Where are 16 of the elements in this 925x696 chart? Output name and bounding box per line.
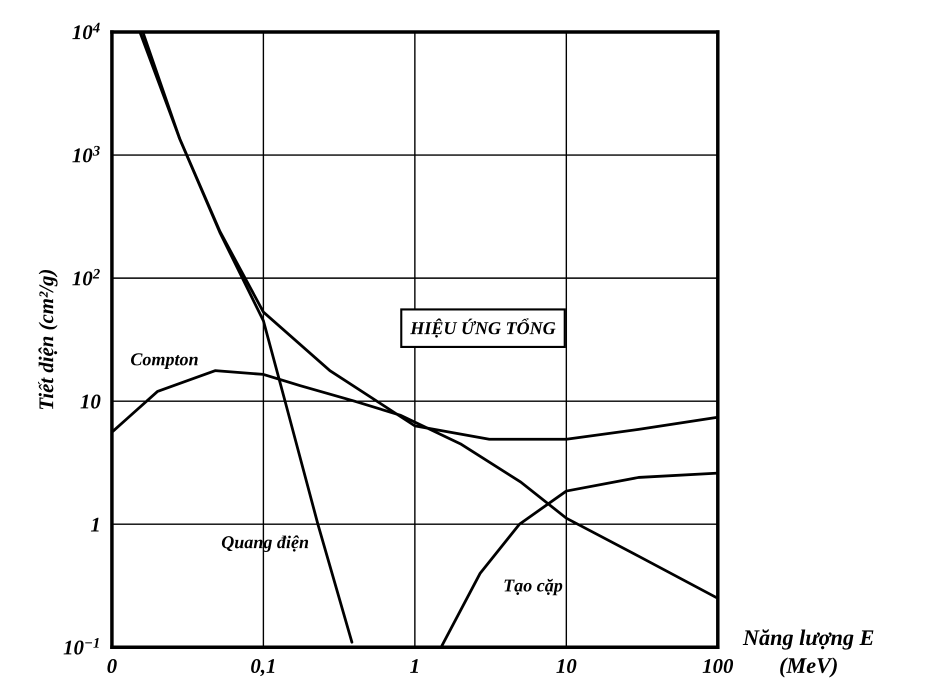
x-tick-label: 10 [556, 658, 576, 674]
x-tick-label: 100 [702, 658, 734, 674]
y-tick-label: 10$^{2}$ [72, 268, 100, 286]
x-tick-label: 0,1 [251, 658, 274, 676]
y-tick-label: 10 [80, 394, 100, 409]
y-tick-label: 10$^{3}$ [72, 146, 100, 162]
text: HIỆU ỨNG TỔNG [410, 318, 556, 338]
series-label: Compton [130, 353, 198, 370]
y-tick-label: 10$^{−1}$ [64, 638, 99, 655]
y-tick-label: 1 [90, 518, 99, 532]
y-axis-title: Tiết diện (cm²/g) [38, 270, 58, 410]
x-axis-title: Năng lượng E (MeV) [742, 629, 874, 678]
x-tick-label: 0 [107, 658, 117, 674]
y-tick-label: 10$^{4}$ [72, 22, 100, 40]
x-tick-label: 1 [410, 659, 418, 673]
series-label: Tạo cặp [504, 578, 562, 596]
